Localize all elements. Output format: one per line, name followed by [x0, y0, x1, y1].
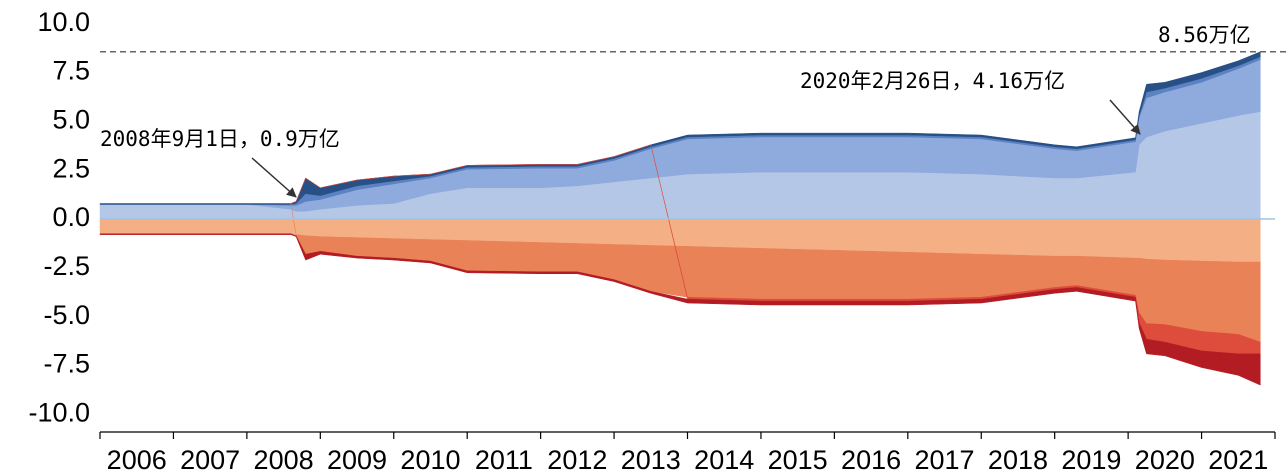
annotation-arrow [251, 157, 297, 198]
x-tick-label: 2012 [547, 445, 607, 475]
annotation: 8.56万亿 [1158, 23, 1251, 47]
y-tick-label: 10.0 [37, 7, 90, 37]
x-tick-label: 2019 [1061, 445, 1121, 475]
y-tick-label: -10.0 [28, 398, 90, 428]
x-tick-label: 2017 [914, 445, 974, 475]
x-tick-label: 2007 [180, 445, 240, 475]
y-tick-label: 2.5 [52, 153, 90, 183]
x-tick-label: 2020 [1135, 445, 1195, 475]
x-tick-label: 2021 [1208, 445, 1268, 475]
y-tick-label: 0.0 [52, 202, 90, 232]
y-tick-label: 5.0 [52, 104, 90, 134]
x-tick-label: 2015 [768, 445, 828, 475]
x-tick-label: 2011 [475, 445, 533, 475]
x-tick-label: 2010 [400, 445, 460, 475]
x-tick-label: 2016 [841, 445, 901, 475]
x-tick-label: 2013 [621, 445, 681, 475]
x-tick-label: 2006 [107, 445, 167, 475]
y-tick-label: 7.5 [52, 56, 90, 86]
y-tick-label: -2.5 [43, 251, 90, 281]
x-tick-label: 2018 [988, 445, 1048, 475]
annotation-arrow [1109, 99, 1141, 135]
x-tick-label: 2009 [327, 445, 387, 475]
x-tick-label: 2008 [254, 445, 314, 475]
x-tick-label: 2014 [694, 445, 754, 475]
annotation: 2008年9月1日，0.9万亿 [100, 127, 340, 151]
area [99, 233, 1261, 386]
annotation: 2020年2月26日，4.16万亿 [800, 69, 1065, 93]
area [100, 144, 1261, 355]
y-tick-label: -7.5 [43, 349, 90, 379]
y-tick-label: -5.0 [43, 300, 90, 330]
